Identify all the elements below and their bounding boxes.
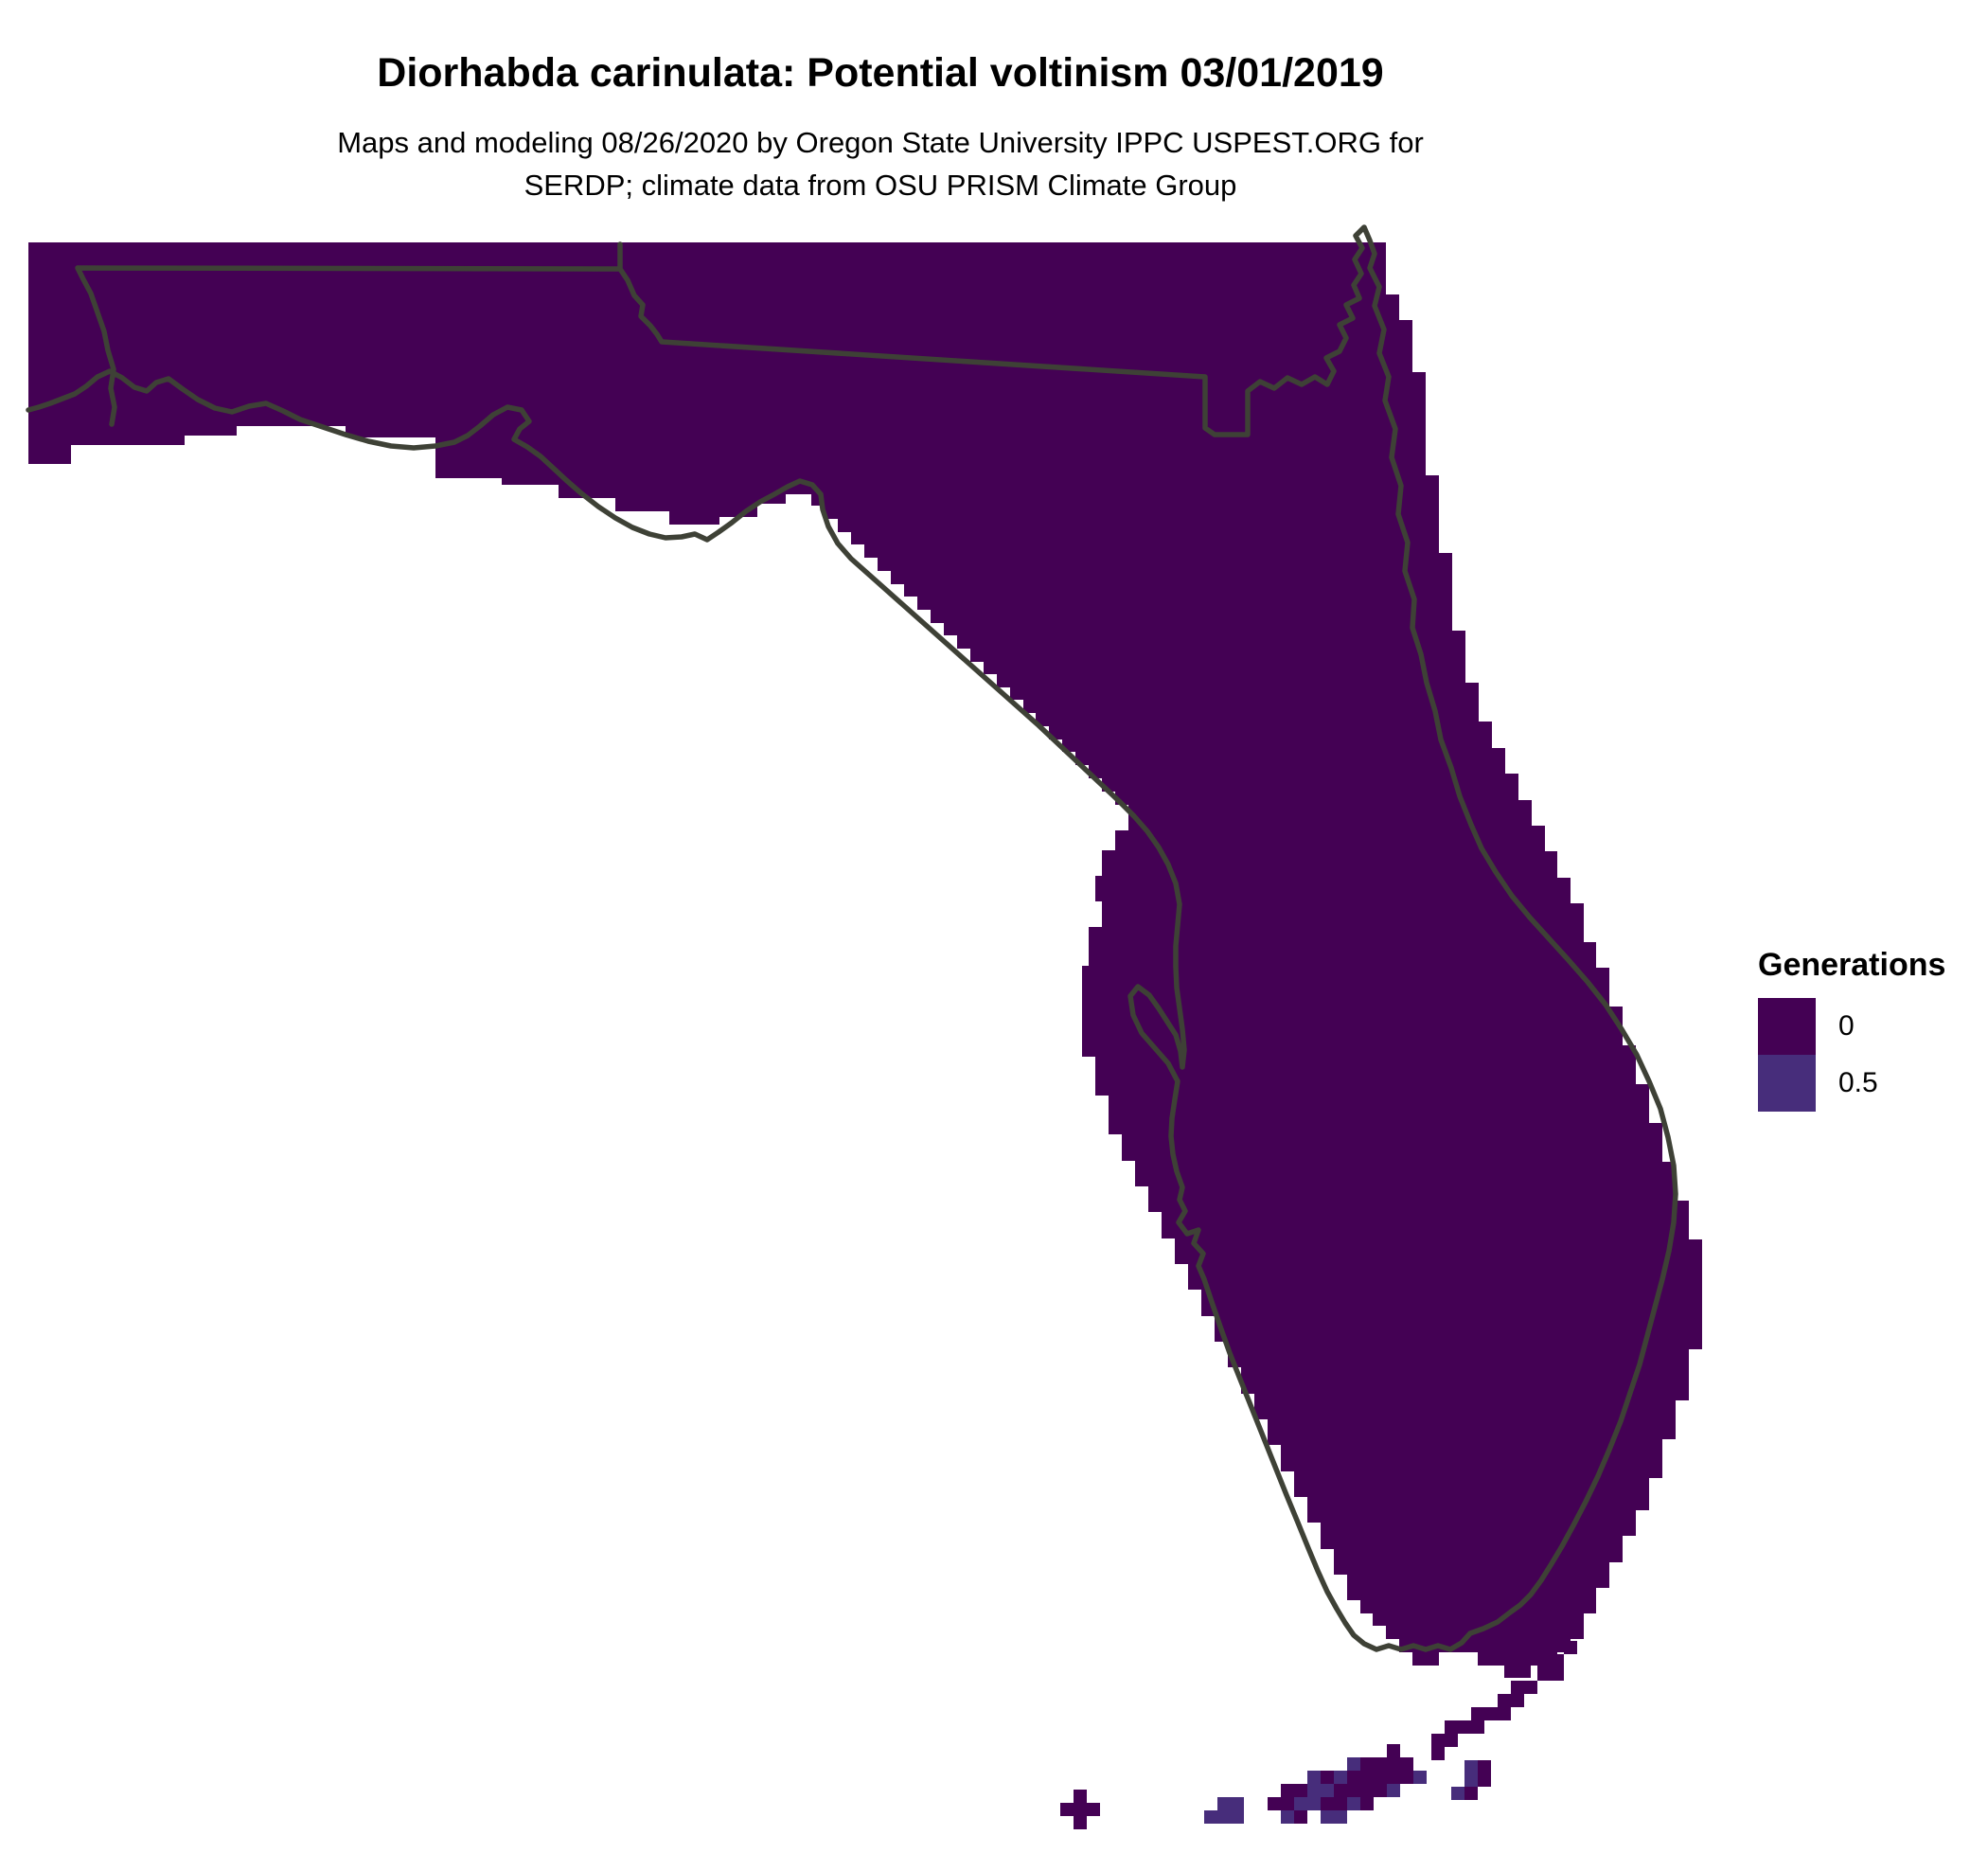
legend: Generations 0 0.5	[1758, 947, 1945, 1112]
keys-cell	[1387, 1744, 1400, 1757]
keys-cell	[1464, 1773, 1478, 1787]
keys-cell	[1294, 1784, 1307, 1797]
keys-raster-cells	[1060, 1641, 1577, 1829]
legend-swatch-half-generation	[1758, 1055, 1816, 1112]
keys-cell	[1334, 1771, 1347, 1784]
keys-cell	[1464, 1787, 1478, 1800]
keys-cell	[1294, 1810, 1307, 1824]
keys-cell	[1431, 1747, 1445, 1760]
keys-cell	[1268, 1797, 1281, 1810]
keys-cell	[1387, 1771, 1400, 1784]
keys-cell	[1347, 1757, 1360, 1771]
keys-cell	[1498, 1694, 1511, 1707]
figure-subtitle-line1: Maps and modeling 08/26/2020 by Oregon S…	[337, 126, 1424, 159]
keys-cell	[1087, 1803, 1100, 1816]
legend-label-half-generation: 0.5	[1838, 1067, 1878, 1098]
keys-cell	[1360, 1797, 1374, 1810]
keys-cell	[1074, 1816, 1087, 1829]
keys-cell	[1231, 1797, 1244, 1810]
keys-cell	[1564, 1641, 1577, 1654]
keys-cell	[1204, 1810, 1217, 1824]
keys-cell	[1347, 1797, 1360, 1810]
keys-cell	[1471, 1707, 1484, 1720]
keys-cell	[1478, 1760, 1491, 1773]
keys-cell	[1511, 1681, 1524, 1694]
keys-cell	[1431, 1734, 1445, 1747]
keys-cell	[1281, 1810, 1294, 1824]
keys-cell	[1360, 1757, 1374, 1771]
keys-cell	[1451, 1787, 1464, 1800]
keys-cell	[1445, 1734, 1458, 1747]
keys-cell	[1321, 1797, 1334, 1810]
keys-cell	[1374, 1771, 1387, 1784]
keys-cell	[1307, 1771, 1321, 1784]
keys-cell	[1321, 1810, 1334, 1824]
keys-cell	[1400, 1771, 1413, 1784]
legend-item-0: 0	[1758, 998, 1945, 1055]
keys-cell	[1387, 1784, 1400, 1797]
keys-cell	[1551, 1654, 1564, 1667]
legend-title: Generations	[1758, 947, 1946, 983]
legend-item-1: 0.5	[1758, 1055, 1945, 1112]
keys-cell	[1321, 1784, 1334, 1797]
keys-cell	[1524, 1681, 1537, 1694]
keys-cell	[1537, 1654, 1551, 1667]
keys-cell	[1347, 1784, 1360, 1797]
keys-cell	[1060, 1803, 1074, 1816]
keys-cell	[1458, 1720, 1471, 1734]
keys-cell	[1281, 1784, 1294, 1797]
keys-cell	[1307, 1784, 1321, 1797]
keys-cell	[1374, 1784, 1387, 1797]
keys-cell	[1374, 1757, 1387, 1771]
keys-cell	[1471, 1720, 1484, 1734]
raster-land-region	[28, 242, 1702, 1678]
keys-cell	[1294, 1797, 1307, 1810]
keys-cell	[1511, 1694, 1524, 1707]
keys-cell	[1551, 1667, 1564, 1681]
keys-cell	[1387, 1757, 1400, 1771]
keys-cell	[1231, 1810, 1244, 1824]
legend-swatch-0-generations	[1758, 998, 1816, 1055]
keys-cell	[1360, 1771, 1374, 1784]
legend-rows: 0 0.5	[1758, 998, 1945, 1112]
keys-cell	[1074, 1803, 1087, 1816]
keys-cell	[1217, 1810, 1231, 1824]
keys-cell	[1281, 1797, 1294, 1810]
keys-cell	[1334, 1810, 1347, 1824]
keys-cell	[1484, 1707, 1498, 1720]
keys-cell	[1074, 1790, 1087, 1803]
keys-cell	[1334, 1797, 1347, 1810]
state-boundary-outline	[26, 224, 1678, 1652]
keys-cell	[1360, 1784, 1374, 1797]
keys-cell	[1498, 1707, 1511, 1720]
keys-cell	[1217, 1797, 1231, 1810]
keys-cell	[1537, 1667, 1551, 1681]
keys-cell	[1445, 1720, 1458, 1734]
legend-label-0-generations: 0	[1838, 1010, 1855, 1042]
figure-header: Diorhabda carinulata: Potential voltinis…	[0, 49, 1761, 206]
figure-subtitle-line2: SERDP; climate data from OSU PRISM Clima…	[524, 169, 1237, 202]
keys-cell	[1347, 1771, 1360, 1784]
keys-cell	[1321, 1771, 1334, 1784]
keys-cell	[1400, 1757, 1413, 1771]
keys-cell	[1334, 1784, 1347, 1797]
keys-cell	[1478, 1773, 1491, 1787]
keys-cell	[1464, 1760, 1478, 1773]
keys-cell	[1413, 1771, 1427, 1784]
keys-cell	[1307, 1797, 1321, 1810]
figure-title: Diorhabda carinulata: Potential voltinis…	[377, 50, 1384, 96]
